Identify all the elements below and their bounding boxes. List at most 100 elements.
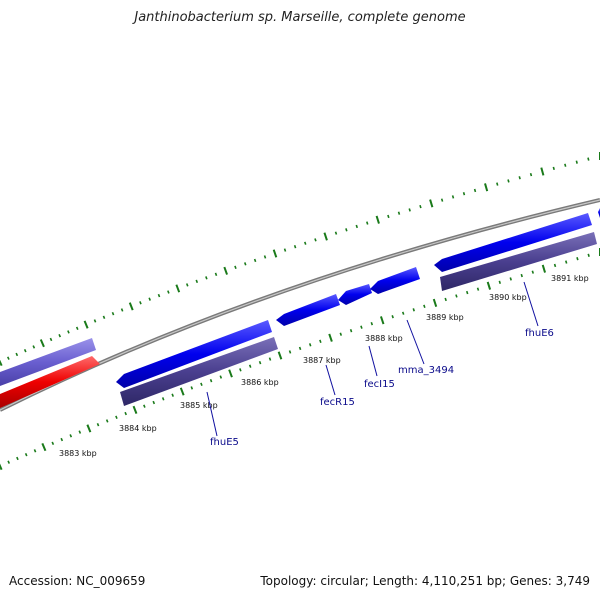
minor-tick [258,360,262,365]
gene-label-fhuE5[interactable]: fhuE5 [210,437,239,448]
minor-tick [152,400,156,405]
minor-tick [248,364,252,368]
minor-tick [334,231,338,235]
minor-tick [465,290,469,295]
minor-tick [293,244,297,249]
minor-tick [349,329,353,333]
major-tick [175,284,181,293]
minor-tick [496,182,499,186]
minor-tick [308,343,312,347]
minor-tick [58,334,62,338]
gene-label-fhuE6[interactable]: fhuE6 [525,328,554,339]
minor-tick [148,297,151,301]
accession-text: Accession: NC_009659 [9,574,146,588]
gene-feature-rna-left[interactable] [0,356,100,408]
minor-tick [451,195,455,199]
minor-tick [520,273,523,278]
major-tick [179,387,185,396]
major-tick [0,359,3,367]
major-tick [228,369,233,378]
gene-feature-fecR15[interactable] [276,294,340,326]
gene-feature-fhuE5-forward[interactable] [116,320,272,388]
minor-tick [529,172,533,177]
minor-tick [185,283,189,287]
scale-label: 3888 kbp [365,334,403,343]
minor-tick [575,160,578,164]
minor-tick [16,456,19,461]
major-tick [540,167,545,176]
minor-tick [139,301,142,305]
minor-tick [401,311,405,315]
minor-tick [124,411,127,416]
minor-tick [24,452,28,457]
gene-feature-mma_3494[interactable] [370,267,420,294]
minor-tick [552,166,555,171]
minor-tick [283,248,287,252]
major-tick [541,264,547,273]
scale-label: 3884 kbp [119,424,157,433]
minor-tick [419,204,422,209]
minor-tick [408,208,411,212]
minor-tick [268,357,272,361]
minor-tick [205,276,208,280]
scale-label: 3889 kbp [426,313,464,322]
minor-tick [102,315,106,319]
minor-tick [243,262,247,266]
minor-tick [531,270,535,274]
minor-tick [263,255,267,259]
scale-label: 3885 kbp [180,401,218,410]
minor-tick [143,404,146,408]
minor-tick [33,449,37,453]
minor-tick [96,422,100,427]
minor-tick [518,176,521,180]
scale-label: 3891 kbp [551,274,589,283]
minor-tick [509,277,512,281]
minor-tick [253,258,257,263]
gene-label-fecR15[interactable]: fecR15 [320,397,355,408]
minor-tick [507,179,510,183]
major-tick [223,266,228,275]
scale-label: 3887 kbp [303,356,341,365]
major-tick [39,339,45,348]
minor-tick [195,279,199,284]
major-tick [375,215,380,224]
gene-feature-fecI15[interactable] [338,284,372,305]
minor-tick [564,163,567,167]
minor-tick [498,280,502,284]
minor-tick [93,319,97,323]
minor-tick [288,350,292,354]
gene-feature-fhuE6-forward[interactable] [434,213,592,272]
minor-tick [565,260,568,264]
gene-feature-fhuE5-reverse[interactable] [120,337,278,406]
minor-tick [209,378,213,383]
major-tick [484,183,489,192]
minor-tick [339,332,343,336]
minor-tick [387,214,390,219]
minor-tick [355,224,358,229]
minor-tick [473,188,477,193]
minor-tick [78,430,82,434]
major-tick [83,320,89,329]
minor-tick [7,356,10,360]
minor-tick [444,297,447,302]
gene-labels: fhuE5 fecR15 fecI15 mma_3494 fhuE6 [210,328,554,448]
minor-tick [319,339,322,343]
minor-tick [32,345,36,349]
major-tick [429,199,434,208]
genome-backbone [0,198,600,412]
minor-tick [440,198,444,202]
major-tick [323,232,328,241]
minor-tick [576,257,579,261]
minor-tick [423,304,426,309]
gene-feature-light-left[interactable] [0,338,96,386]
minor-tick [200,382,203,386]
gene-feature-fhuE6-reverse[interactable] [440,232,597,291]
minor-tick [7,460,11,464]
gene-label-fecI15[interactable]: fecI15 [364,379,395,390]
minor-tick [219,375,223,379]
gene-label-mma_3494[interactable]: mma_3494 [398,365,454,376]
minor-tick [51,441,55,446]
minor-tick [553,263,557,268]
minor-tick [161,397,165,401]
